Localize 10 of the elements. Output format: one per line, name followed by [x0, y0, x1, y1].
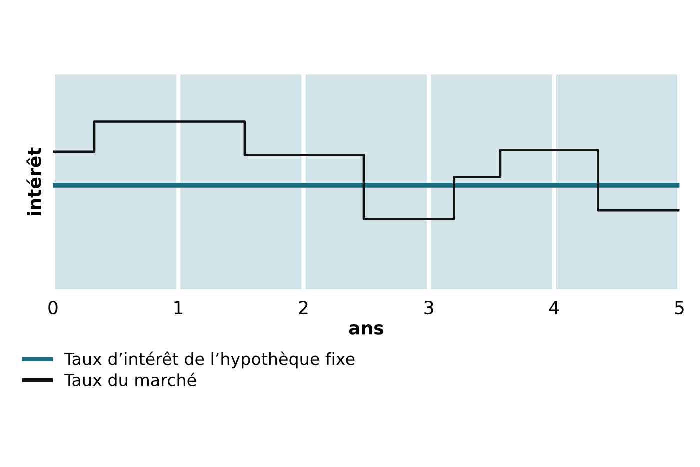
x-tick-label: 4 [550, 301, 560, 314]
x-axis-title: ans [349, 324, 384, 335]
legend-label: Taux d’intérêt de l’hypothèque fixe [64, 352, 355, 369]
x-tick-label: 5 [675, 301, 684, 315]
x-tick-label: 1 [174, 301, 183, 314]
x-tick-label: 3 [424, 300, 434, 315]
x-tick-label: 2 [299, 300, 308, 314]
x-tick-label: 0 [48, 300, 58, 315]
y-axis-title: intérêt [26, 148, 42, 216]
legend-label: Taux du marché [64, 372, 196, 386]
